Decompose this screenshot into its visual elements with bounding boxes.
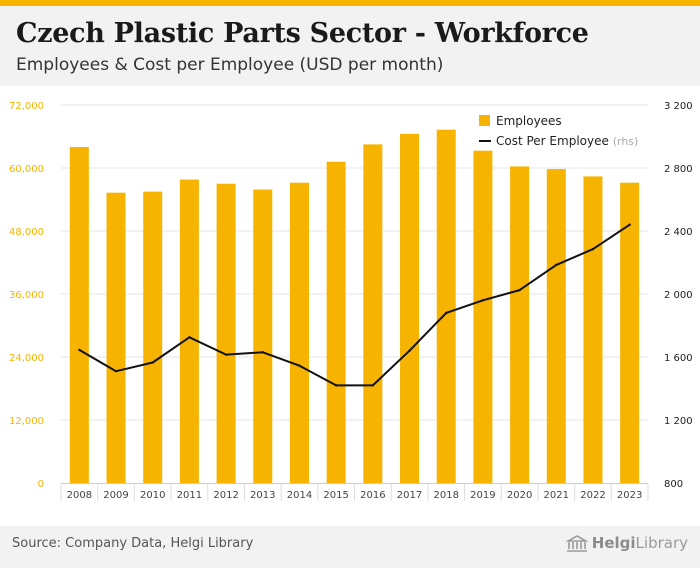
legend-label-employees: Employees (496, 114, 562, 128)
x-axis-tick-label: 2009 (103, 490, 128, 501)
employee-bar (106, 192, 126, 484)
right-axis-tick-label: 2 800 (664, 164, 693, 175)
employee-bar (473, 150, 493, 484)
right-axis-tick-label: 1 200 (664, 416, 693, 427)
x-axis-tick-label: 2015 (323, 490, 348, 501)
x-axis-tick-label: 2021 (544, 490, 569, 501)
employee-bar (620, 182, 640, 483)
x-axis-tick-label: 2010 (140, 490, 165, 501)
brand-bold: Helgi (591, 534, 636, 552)
cost-point (445, 311, 448, 315)
employee-bar (546, 169, 566, 484)
cost-point (408, 349, 411, 352)
cost-point (591, 247, 595, 251)
employee-bar (216, 183, 236, 483)
cost-point (628, 223, 631, 226)
left-axis-tick-label: 0 (38, 479, 44, 490)
right-axis-tick-label: 2 400 (664, 227, 693, 238)
x-axis-tick-label: 2020 (507, 490, 532, 501)
chart-legend: Employees Cost Per Employee (rhs) (479, 114, 638, 148)
employee-bar (143, 191, 163, 483)
employee-bar (289, 182, 309, 483)
legend-swatch-employees (479, 115, 490, 126)
x-axis-tick-label: 2023 (617, 490, 642, 501)
cost-point (298, 364, 301, 367)
employee-bar (179, 179, 199, 484)
left-axis-tick-label: 60,000 (9, 164, 44, 175)
employee-bar (69, 147, 89, 483)
x-axis-tick-label: 2018 (433, 490, 458, 501)
employee-bars (69, 129, 640, 484)
left-axis: 0 12,000 24,000 36,000 48,000 60,000 72,000 (9, 101, 44, 490)
employee-bar (510, 166, 530, 484)
cost-point (518, 288, 521, 292)
brand-regular: Library (635, 534, 688, 552)
source-note: Source: Company Data, Helgi Library (12, 536, 254, 551)
x-axis-tick-label: 2016 (360, 490, 385, 501)
chart-header: Czech Plastic Parts Sector - Workforce E… (0, 6, 700, 86)
cost-point (78, 348, 81, 352)
brand-text: HelgiLibrary (592, 534, 688, 552)
combo-chart: 0 12,000 24,000 36,000 48,000 60,000 72,000 80… (9, 101, 693, 501)
right-axis-tick-label: 3 200 (664, 101, 693, 112)
legend-label-cost: Cost Per Employee (rhs) (496, 134, 638, 148)
employee-bar (400, 133, 420, 483)
left-axis-tick-label: 36,000 (9, 290, 44, 301)
cost-point (555, 263, 558, 267)
right-axis-tick-label: 800 (664, 479, 683, 490)
cost-point (481, 299, 485, 302)
x-axis-tick-label: 2012 (213, 490, 238, 501)
chart-footer: Source: Company Data, Helgi Library Helg… (0, 526, 700, 568)
legend-label-cost-text: Cost Per Employee (496, 134, 609, 148)
left-axis-tick-label: 24,000 (9, 353, 44, 364)
cost-point (114, 369, 118, 373)
x-axis-tick-label: 2008 (67, 490, 92, 501)
cost-line (78, 223, 631, 387)
chart-subtitle: Employees & Cost per Employee (USD per m… (16, 55, 444, 75)
cost-point (261, 351, 264, 354)
cost-per-employee-line (78, 223, 631, 387)
cost-point (188, 336, 191, 339)
top-accent-bar (0, 0, 700, 6)
employee-bar (253, 189, 273, 483)
chart-title: Czech Plastic Parts Sector - Workforce (16, 18, 589, 49)
left-axis-tick-label: 12,000 (9, 416, 44, 427)
left-axis-tick-label: 48,000 (9, 227, 44, 238)
employee-bar (326, 161, 346, 483)
brand-logo: HelgiLibrary (565, 534, 688, 552)
library-building-icon (565, 535, 588, 552)
left-axis-tick-label: 72,000 (9, 101, 44, 112)
legend-label-cost-suffix: (rhs) (613, 135, 639, 148)
x-axis-tick-label: 2017 (397, 490, 422, 501)
cost-point (151, 361, 154, 364)
employee-bar (436, 129, 456, 484)
cost-point (334, 384, 338, 387)
employee-bar (583, 176, 603, 483)
x-axis-tick-label: 2011 (177, 490, 202, 501)
x-axis-tick-label: 2022 (580, 490, 605, 501)
cost-point (371, 384, 375, 387)
cost-point (224, 353, 228, 356)
x-axis: 2008 2009 2010 2011 2012 2013 2014 2015 2016 2017… (60, 483, 649, 501)
right-axis: 800 1 200 1 600 2 000 2 400 2 800 3 200 (664, 101, 693, 490)
right-axis-tick-label: 2 000 (664, 290, 693, 301)
right-axis-tick-label: 1 600 (664, 353, 693, 364)
employee-bar (363, 144, 383, 483)
x-axis-tick-label: 2019 (470, 490, 495, 501)
x-axis-tick-label: 2013 (250, 490, 275, 501)
x-axis-tick-label: 2014 (287, 490, 312, 501)
